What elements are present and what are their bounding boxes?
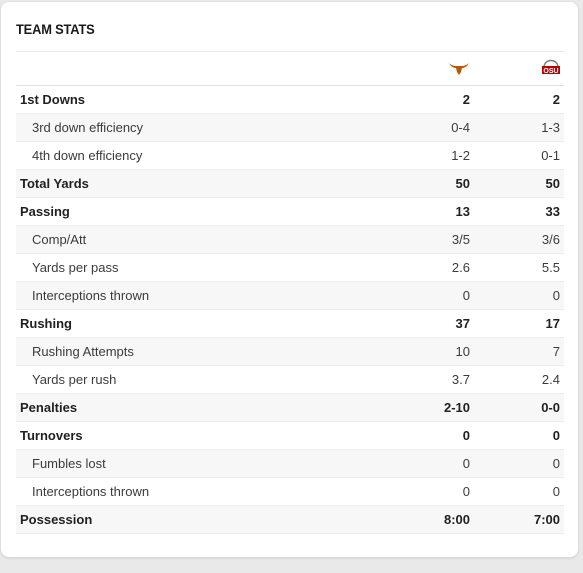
stats-table: OSU 1st Downs 2 2 3rd down efficiency 0-4 1-3… xyxy=(16,51,564,534)
home-team-value: 0 xyxy=(552,288,560,303)
stat-label: Yards per pass xyxy=(32,260,119,275)
stat-row: Possession 8:00 7:00 xyxy=(16,506,564,534)
home-team-value: 33 xyxy=(545,204,560,219)
away-team-value: 50 xyxy=(455,176,470,191)
team-stats-card: TEAM STATS OSU 1st Downs 2 2 3rd down effic… xyxy=(1,2,578,557)
stat-row: Interceptions thrown 0 0 xyxy=(16,478,564,506)
away-team-value: 0 xyxy=(462,428,470,443)
away-team-value: 8:00 xyxy=(443,512,470,527)
stat-label: 3rd down efficiency xyxy=(32,120,144,135)
section-title: TEAM STATS xyxy=(16,21,95,37)
stat-label: Comp/Att xyxy=(32,232,87,247)
home-team-value: 2.4 xyxy=(541,372,560,387)
stats-header: OSU xyxy=(16,51,564,86)
home-team-value: 0-0 xyxy=(541,400,560,415)
home-team-value: 0 xyxy=(552,428,560,443)
home-team-value: 0 xyxy=(552,484,560,499)
stat-label: Rushing Attempts xyxy=(32,344,134,359)
away-team-value: 0 xyxy=(462,288,470,303)
away-team-value: 0 xyxy=(462,456,470,471)
home-team-value: 3/6 xyxy=(541,232,560,247)
stat-row: Passing 13 33 xyxy=(16,198,564,226)
away-team-value: 13 xyxy=(455,204,470,219)
stat-row: Fumbles lost 0 0 xyxy=(16,450,564,478)
home-team-value: 7 xyxy=(552,344,560,359)
home-team-value: 1-3 xyxy=(541,120,560,135)
away-team-value: 0 xyxy=(462,484,470,499)
stat-label: Interceptions thrown xyxy=(32,288,150,303)
stat-row: 1st Downs 2 2 xyxy=(16,86,564,114)
stat-label: Rushing xyxy=(20,316,72,331)
stat-label: Penalties xyxy=(20,400,78,415)
home-team-value: 17 xyxy=(545,316,560,331)
away-team-value: 2-10 xyxy=(443,400,470,415)
stat-label: Total Yards xyxy=(20,176,89,191)
stat-label: 4th down efficiency xyxy=(32,148,143,163)
home-team-value: 7:00 xyxy=(533,512,560,527)
away-team-value: 2 xyxy=(462,92,470,107)
stat-row: 4th down efficiency 1-2 0-1 xyxy=(16,142,564,170)
home-team-value: 2 xyxy=(552,92,560,107)
stat-row: Turnovers 0 0 xyxy=(16,422,564,450)
stat-label: Turnovers xyxy=(20,428,83,443)
stat-row: Yards per rush 3.7 2.4 xyxy=(16,366,564,394)
stat-row: Penalties 2-10 0-0 xyxy=(16,394,564,422)
ohio-state-icon: OSU xyxy=(542,59,560,75)
stat-row: Rushing 37 17 xyxy=(16,310,564,338)
home-team-value: 0 xyxy=(552,456,560,471)
stat-label: Fumbles lost xyxy=(32,456,106,471)
stat-row: Rushing Attempts 10 7 xyxy=(16,338,564,366)
stat-row: Total Yards 50 50 xyxy=(16,170,564,198)
away-team-value: 1-2 xyxy=(451,148,470,163)
away-team-value: 10 xyxy=(455,344,470,359)
home-team-value: 50 xyxy=(545,176,560,191)
stat-label: 1st Downs xyxy=(20,92,86,107)
home-team-value: 5.5 xyxy=(541,260,560,275)
stat-row: Yards per pass 2.6 5.5 xyxy=(16,254,564,282)
away-team-value: 3/5 xyxy=(451,232,470,247)
stat-label: Passing xyxy=(20,204,70,219)
stat-row: 3rd down efficiency 0-4 1-3 xyxy=(16,114,564,142)
away-team-value: 0-4 xyxy=(451,120,470,135)
stat-label: Yards per rush xyxy=(32,372,117,387)
stat-row: Comp/Att 3/5 3/6 xyxy=(16,226,564,254)
stat-row: Interceptions thrown 0 0 xyxy=(16,282,564,310)
away-team-value: 2.6 xyxy=(451,260,470,275)
home-team-value: 0-1 xyxy=(541,148,560,163)
svg-text:OSU: OSU xyxy=(543,68,558,75)
longhorn-icon xyxy=(449,63,469,75)
away-team-value: 37 xyxy=(455,316,470,331)
stat-label: Interceptions thrown xyxy=(32,484,150,499)
away-team-value: 3.7 xyxy=(451,372,470,387)
stat-label: Possession xyxy=(20,512,93,527)
